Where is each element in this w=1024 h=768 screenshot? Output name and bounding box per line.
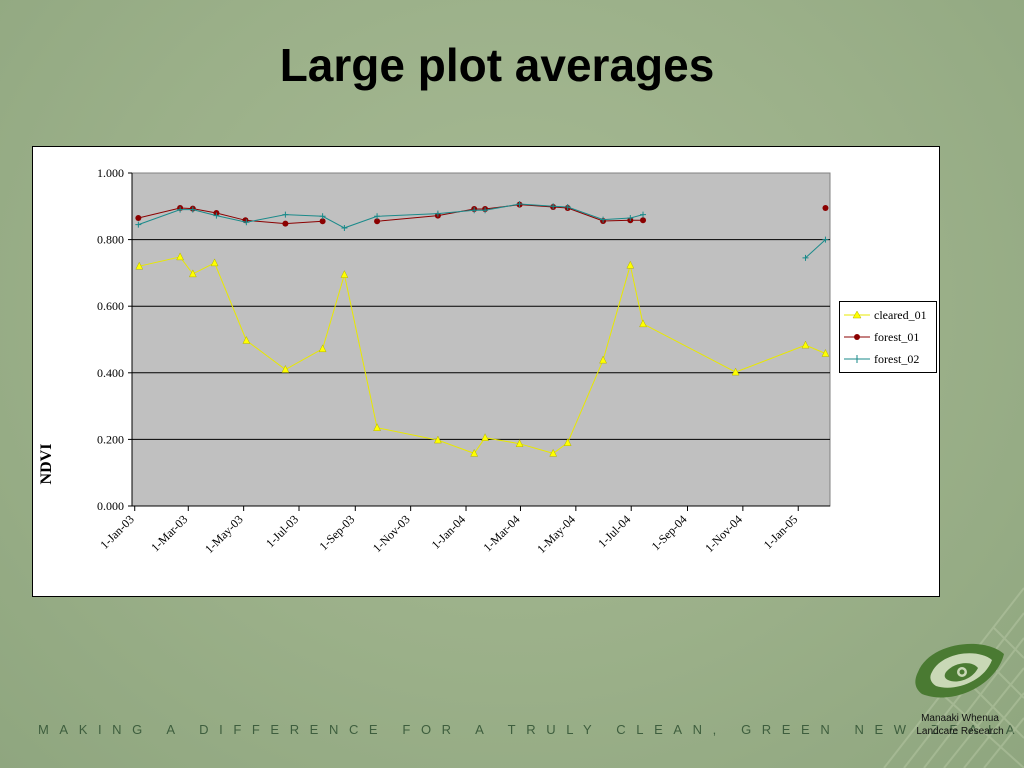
legend-marker-triangle-icon <box>844 310 870 319</box>
brand-subtitle: Landcare Research <box>916 726 1004 737</box>
x-tick-label: 1-Jan-03 <box>97 512 137 552</box>
x-tick-label: 1-Jan-04 <box>429 512 469 552</box>
y-tick-label: 0.200 <box>97 432 124 446</box>
legend-marker-plus-icon <box>844 355 870 363</box>
y-tick-label: 0.000 <box>97 499 124 513</box>
x-tick-label: 1-Nov-03 <box>370 512 413 555</box>
y-tick-label: 0.600 <box>97 299 124 313</box>
data-point-cleared-01 <box>549 448 558 457</box>
data-point-forest-02 <box>374 213 381 220</box>
data-point-cleared-01 <box>470 448 479 457</box>
data-point-cleared-01 <box>626 260 635 269</box>
data-point-forest-01 <box>282 220 289 227</box>
tagline: MAKING A DIFFERENCE FOR A TRULY CLEAN, G… <box>38 722 1024 737</box>
data-point-cleared-01 <box>731 367 740 376</box>
legend-label-cleared-01: cleared_01 <box>874 308 927 322</box>
x-tick-label: 1-Jul-03 <box>263 512 301 550</box>
x-tick-label: 1-Mar-03 <box>148 512 190 554</box>
data-point-forest-02 <box>434 210 441 217</box>
data-point-cleared-01 <box>801 340 810 349</box>
data-point-forest-02 <box>243 219 250 226</box>
chart-frame: 0.000 0.200 0.400 0.600 0.800 1.000 1-Jan-03 1-… <box>32 146 940 597</box>
slide-title: Large plot averages <box>279 39 715 91</box>
data-point-forest-01 <box>135 214 142 221</box>
data-point-forest-02 <box>822 236 829 243</box>
x-tick-label: 1-May-03 <box>202 512 246 556</box>
data-point-cleared-01 <box>340 270 349 278</box>
x-tick-label: 1-Sep-04 <box>649 512 690 553</box>
y-tick-label: 0.400 <box>97 366 124 380</box>
data-point-forest-02 <box>177 206 184 213</box>
data-point-forest-02 <box>600 216 607 223</box>
data-point-forest-02 <box>213 212 220 219</box>
x-tick-label: 1-Sep-03 <box>316 512 357 553</box>
data-point-forest-02 <box>341 224 348 231</box>
data-point-cleared-01 <box>821 348 830 357</box>
plot-area <box>131 172 831 507</box>
legend-label-forest-02: forest_02 <box>874 352 920 366</box>
data-point-forest-02 <box>516 200 523 207</box>
chart-legend: cleared_01 forest_01 forest_02 <box>839 301 937 373</box>
data-point-forest-02 <box>471 207 478 214</box>
x-tick-label: 1-May-04 <box>534 512 578 556</box>
data-point-cleared-01 <box>599 355 607 364</box>
brand-block: Manaaki Whenua Landcare Research <box>900 712 1020 738</box>
data-point-cleared-01 <box>135 261 144 270</box>
y-axis-label: NDVI <box>38 443 55 485</box>
ndvi-line-chart: 0.000 0.200 0.400 0.600 0.800 1.000 1-Jan-03 1-… <box>97 166 831 556</box>
data-point-cleared-01 <box>639 319 647 328</box>
data-point-cleared-01 <box>515 439 524 447</box>
x-tick-label: 1-Jul-04 <box>595 512 633 550</box>
data-point-forest-01 <box>374 218 381 225</box>
data-point-cleared-01 <box>210 258 219 267</box>
data-point-cleared-01 <box>242 335 251 344</box>
data-point-forest-02 <box>189 206 196 213</box>
data-point-forest-02 <box>627 214 634 221</box>
data-point-forest-02 <box>135 221 142 228</box>
legend-marker-circle-icon <box>844 334 870 340</box>
data-point-cleared-01 <box>563 438 572 446</box>
data-point-cleared-01 <box>318 344 327 353</box>
data-point-forest-02 <box>482 207 489 214</box>
data-point-forest-02 <box>802 254 809 261</box>
data-point-forest-02 <box>640 211 647 218</box>
y-tick-label: 0.800 <box>97 233 124 247</box>
data-point-forest-01 <box>640 217 647 224</box>
y-tick-label: 1.000 <box>97 166 124 180</box>
brand-name: Manaaki Whenua <box>921 713 999 724</box>
x-tick-label: 1-Jan-05 <box>761 512 801 552</box>
series-line-forest-02 <box>138 203 644 229</box>
data-point-cleared-01 <box>481 433 489 441</box>
data-point-forest-02 <box>550 203 557 210</box>
data-point-cleared-01 <box>176 252 185 261</box>
data-point-cleared-01 <box>188 269 197 278</box>
data-point-forest-02 <box>282 211 289 218</box>
data-point-cleared-01 <box>433 435 442 444</box>
koru-leaf-icon <box>915 643 1004 698</box>
data-point-forest-02 <box>564 203 571 210</box>
data-point-forest-01 <box>822 204 829 211</box>
legend-label-forest-01: forest_01 <box>874 330 920 344</box>
data-point-forest-02 <box>319 213 326 220</box>
data-point-forest-01 <box>319 218 326 225</box>
data-point-cleared-01 <box>373 423 381 431</box>
data-point-cleared-01 <box>281 364 290 373</box>
x-tick-label: 1-Mar-04 <box>480 512 522 554</box>
x-tick-label: 1-Nov-04 <box>702 512 745 555</box>
series-line-forest-02 <box>805 239 826 259</box>
